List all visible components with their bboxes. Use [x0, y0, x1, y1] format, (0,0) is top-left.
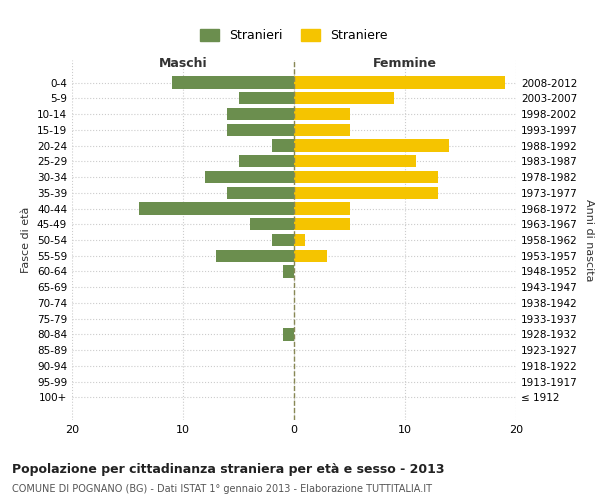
Bar	[216, 250, 294, 262]
Bar	[294, 171, 438, 183]
Bar	[294, 186, 438, 199]
Y-axis label: Fasce di età: Fasce di età	[22, 207, 31, 273]
Bar	[239, 92, 294, 104]
Bar	[294, 250, 328, 262]
Bar	[272, 234, 294, 246]
Bar	[227, 124, 294, 136]
Text: Femmine: Femmine	[373, 57, 437, 70]
Bar	[250, 218, 294, 230]
Bar	[294, 124, 349, 136]
Text: COMUNE DI POGNANO (BG) - Dati ISTAT 1° gennaio 2013 - Elaborazione TUTTITALIA.IT: COMUNE DI POGNANO (BG) - Dati ISTAT 1° g…	[12, 484, 432, 494]
Bar	[227, 108, 294, 120]
Y-axis label: Anni di nascita: Anni di nascita	[584, 198, 594, 281]
Text: Popolazione per cittadinanza straniera per età e sesso - 2013: Popolazione per cittadinanza straniera p…	[12, 462, 445, 475]
Bar	[294, 234, 305, 246]
Bar	[239, 155, 294, 168]
Bar	[283, 266, 294, 278]
Bar	[294, 202, 349, 214]
Bar	[294, 140, 449, 151]
Bar	[294, 155, 416, 168]
Bar	[227, 186, 294, 199]
Legend: Stranieri, Straniere: Stranieri, Straniere	[194, 23, 394, 48]
Bar	[294, 108, 349, 120]
Bar	[283, 328, 294, 340]
Bar	[294, 92, 394, 104]
Bar	[172, 76, 294, 88]
Bar	[139, 202, 294, 214]
Bar	[294, 218, 349, 230]
Bar	[294, 76, 505, 88]
Bar	[272, 140, 294, 151]
Text: Maschi: Maschi	[158, 57, 208, 70]
Bar	[205, 171, 294, 183]
